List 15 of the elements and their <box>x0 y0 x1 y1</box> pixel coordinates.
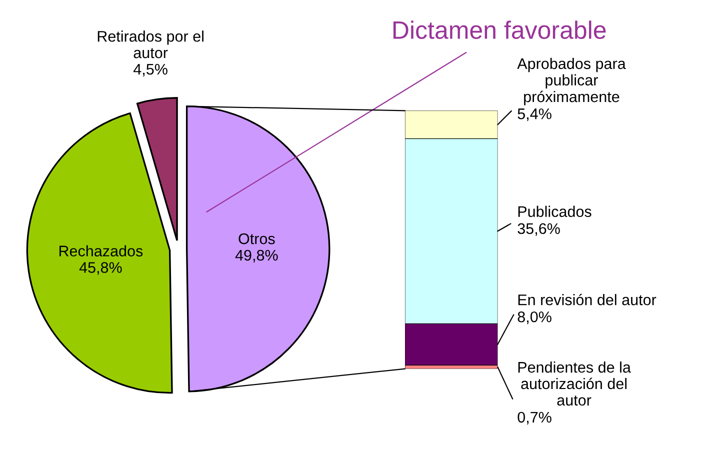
data-label: 5,4% <box>518 108 552 122</box>
series-label: Pendientes de la autorización del autor <box>518 361 631 406</box>
slice-label: Rechazados <box>59 245 143 256</box>
slice-label: Otros <box>238 233 275 244</box>
data-label: 35,6% <box>518 223 560 236</box>
slice-label: Retirados por el autor <box>98 30 204 58</box>
data-label: 49,8% <box>235 250 278 262</box>
series-label: Aprobados para publicar próximamente <box>517 58 626 106</box>
series-label: En revisión del autor <box>518 294 656 306</box>
series-label: Publicados <box>518 206 592 218</box>
data-label: 0,7% <box>518 412 552 424</box>
text: Dictamen favorable <box>393 20 606 39</box>
data-label: 45,8% <box>79 262 122 275</box>
data-label: 8,0% <box>518 311 552 324</box>
data-label: 4,5% <box>133 64 168 76</box>
